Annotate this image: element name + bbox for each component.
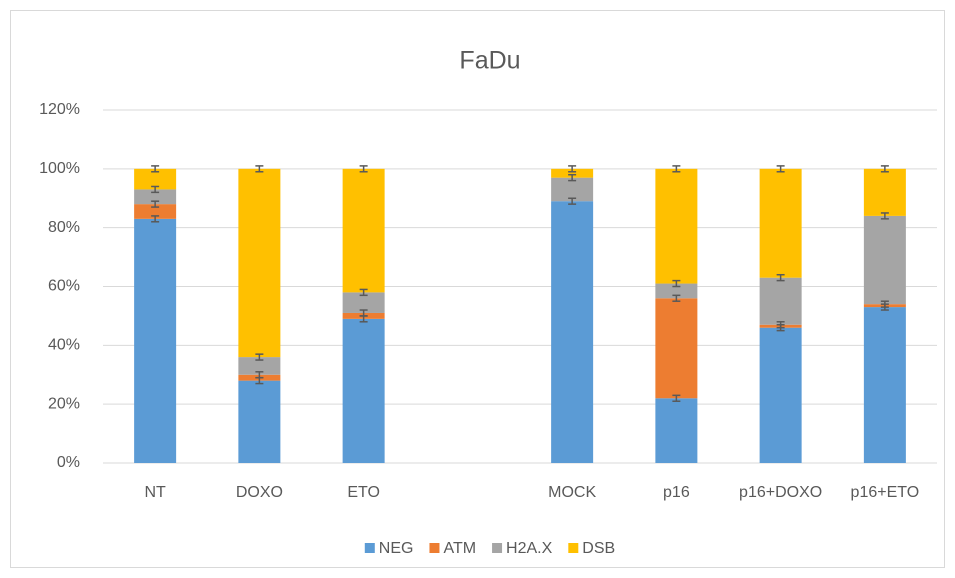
error-bar: [776, 273, 785, 282]
bar-segment: [863, 168, 906, 216]
y-tick-label: 60%: [48, 278, 80, 295]
bar-segment: [238, 357, 281, 375]
chart-title: FaDu: [459, 47, 520, 75]
y-tick-label: 80%: [48, 219, 80, 236]
bar-segment: [134, 218, 177, 463]
y-tick-label: 120%: [39, 101, 80, 118]
x-tick-label: MOCK: [548, 484, 596, 501]
x-tick-label: NT: [144, 484, 166, 501]
error-bar: [255, 165, 264, 173]
error-bar: [880, 165, 889, 173]
bar-segment: [759, 168, 802, 278]
error-bar: [359, 165, 368, 173]
error-bar: [880, 300, 889, 308]
error-bar: [359, 288, 368, 297]
bar-segment: [551, 201, 594, 464]
legend-label: DSB: [582, 540, 615, 557]
error-bar: [151, 215, 160, 223]
error-bar: [568, 197, 577, 205]
bar-segment: [655, 398, 698, 463]
legend-label: H2A.X: [506, 540, 553, 557]
legend-label: NEG: [379, 540, 414, 557]
x-tick-label: p16+ETO: [851, 484, 920, 501]
y-tick-label: 20%: [48, 395, 80, 412]
error-bar: [672, 294, 681, 302]
bar-segment: [759, 277, 802, 325]
x-tick-label: p16: [663, 484, 690, 501]
bar-segment: [238, 380, 281, 463]
error-bar: [776, 165, 785, 173]
bar-segment: [134, 168, 177, 190]
error-bar: [255, 371, 264, 379]
x-tick-label: p16+DOXO: [739, 484, 822, 501]
bar-segment: [238, 168, 281, 358]
legend-swatch: [429, 543, 440, 553]
error-bar: [151, 200, 160, 208]
y-tick-label: 40%: [48, 337, 80, 354]
error-bar: [672, 394, 681, 402]
bar-segment: [863, 215, 906, 305]
x-tick-label: DOXO: [236, 484, 283, 501]
error-bar: [151, 185, 160, 194]
bar-segment: [551, 177, 594, 202]
error-bar: [880, 212, 889, 220]
bar-segment: [134, 189, 177, 205]
error-bar: [776, 321, 785, 329]
bar-segment: [655, 283, 698, 299]
legend-swatch: [364, 543, 375, 553]
error-bar: [151, 165, 160, 173]
error-bar: [359, 309, 368, 317]
legend-swatch: [492, 543, 503, 553]
error-bar: [672, 279, 681, 288]
error-bar: [672, 165, 681, 173]
legend-label: ATM: [443, 540, 476, 557]
bar-segment: [342, 318, 385, 463]
y-tick-label: 100%: [39, 160, 80, 177]
bar-segment: [655, 298, 698, 399]
y-tick-label: 0%: [57, 454, 80, 471]
bar-segment: [134, 204, 177, 219]
error-bar: [568, 173, 577, 182]
legend-swatch: [568, 543, 579, 553]
x-tick-label: ETO: [347, 484, 380, 501]
bar-segment: [551, 168, 594, 178]
bar-segment: [863, 307, 906, 463]
bar-segment: [342, 292, 385, 313]
bar-segment: [759, 327, 802, 463]
bar-segment: [655, 168, 698, 284]
error-bar: [255, 353, 264, 361]
bar-segment: [342, 168, 385, 293]
error-bar: [568, 165, 577, 173]
